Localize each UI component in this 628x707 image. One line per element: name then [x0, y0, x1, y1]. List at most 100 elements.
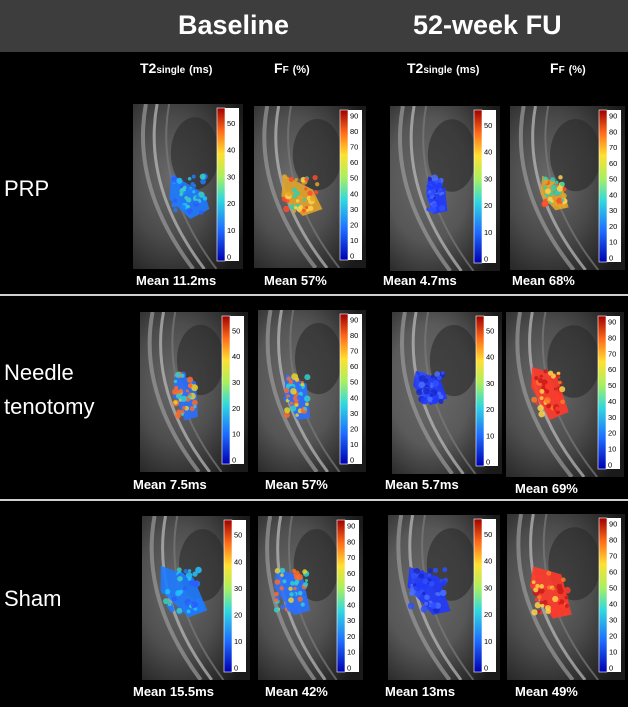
- colorbar-tick-label: 70: [350, 347, 358, 356]
- overlay-speckle: [173, 379, 178, 384]
- overlay-speckle: [547, 392, 553, 398]
- overlay-speckle: [273, 607, 280, 613]
- overlay-speckle: [171, 203, 175, 208]
- mean-label: Mean 57%: [265, 477, 328, 492]
- colorbar-tick-label: 60: [347, 569, 355, 578]
- overlay-speckle: [556, 371, 561, 376]
- mri-panel: 50 40 30 20 10 0: [140, 312, 248, 472]
- overlay-speckle: [173, 198, 178, 203]
- colorbar-label-strip: [232, 520, 246, 672]
- overlay-speckle: [182, 406, 186, 410]
- colorbar-tick-label: 60: [609, 159, 617, 168]
- overlay-speckle: [418, 381, 426, 388]
- overlay-speckle: [542, 599, 548, 605]
- colorbar-tick-label: 70: [609, 143, 617, 152]
- colorbar-tick-label: 0: [609, 254, 613, 263]
- overlay-speckle: [560, 399, 565, 405]
- overlay-speckle: [531, 609, 538, 616]
- overlay-speckle: [427, 568, 433, 574]
- overlay-speckle: [544, 396, 551, 404]
- anatomy-contour: [531, 106, 587, 270]
- overlay-speckle: [552, 595, 559, 603]
- colorbar-tick-label: 80: [609, 127, 617, 136]
- overlay-speckle: [186, 204, 190, 209]
- overlay-speckle: [287, 396, 291, 401]
- colorbar-tick-label: 30: [484, 583, 492, 592]
- overlay-speckle: [304, 395, 311, 402]
- colorbar-tick-label: 10: [350, 440, 358, 449]
- colorbar-tick-label: 80: [608, 333, 616, 342]
- overlay-speckle: [550, 199, 554, 203]
- overlay-speckle: [424, 601, 429, 606]
- colorbar-tick-label: 20: [234, 610, 242, 619]
- overlay-speckle: [564, 603, 569, 608]
- colorbar-tick-label: 0: [347, 664, 351, 673]
- overlay-speckle: [295, 199, 300, 203]
- overlay-speckle: [305, 402, 309, 407]
- overlay-speckle: [556, 185, 563, 192]
- baseline-heading: Baseline: [178, 10, 290, 40]
- overlay-speckle: [195, 195, 200, 200]
- overlay-speckle: [538, 410, 545, 418]
- overlay-speckle: [180, 395, 187, 402]
- mri-panel: 90 80 70 60 50 40 30 20 10 0: [258, 516, 363, 680]
- overlay-speckle: [557, 610, 562, 615]
- colorbar-tick-label: 30: [484, 174, 492, 183]
- overlay-speckle: [274, 598, 279, 603]
- mri-panel: 90 80 70 60 50 40 30 20 10 0: [506, 312, 624, 477]
- overlay-speckle: [543, 179, 549, 185]
- overlay-speckle: [187, 208, 193, 215]
- overlay-speckle: [443, 187, 447, 191]
- colorbar-tick-label: 20: [609, 222, 617, 231]
- colorbar-tick-label: 30: [227, 172, 235, 181]
- colorbar-tick-label: 20: [484, 610, 492, 619]
- overlay-speckle: [534, 597, 539, 602]
- overlay-speckle: [286, 191, 292, 197]
- colorbar-tick-label: 0: [234, 664, 238, 673]
- overlay-speckle: [546, 570, 552, 576]
- anatomy-shadow: [550, 119, 601, 192]
- overlay-speckle: [427, 573, 431, 577]
- overlay-speckle: [536, 609, 541, 614]
- mri-panel: 50 40 30 20 10 0: [392, 312, 502, 474]
- colorbar-tick-label: 60: [350, 362, 358, 371]
- overlay-speckle: [557, 203, 563, 208]
- overlay-speckle: [274, 579, 281, 585]
- overlay-speckle: [557, 390, 562, 396]
- colorbar-tick-label: 40: [350, 393, 358, 402]
- colorbar: [221, 315, 231, 465]
- colorbar-label-strip: [345, 520, 359, 672]
- anatomy-contour: [262, 106, 318, 268]
- colorbar-tick-label: 80: [350, 331, 358, 340]
- colorbar-tick-label: 10: [484, 228, 492, 237]
- colorbar: [475, 315, 485, 467]
- overlay-speckle: [187, 569, 192, 573]
- overlay-speckle: [288, 586, 293, 591]
- overlay-speckle: [553, 190, 560, 196]
- anatomy-contour: [515, 312, 574, 477]
- colorbar-tick-label: 40: [484, 557, 492, 566]
- colorbar-tick-label: 50: [484, 121, 492, 130]
- colorbar-tick-label: 0: [484, 664, 488, 673]
- overlay-speckle: [550, 184, 558, 192]
- colorbar-tick-label: 90: [350, 316, 358, 325]
- overlay-speckle: [282, 192, 287, 196]
- overlay-speckle: [442, 567, 448, 573]
- overlay-speckle: [562, 186, 567, 192]
- colorbar-tick-label: 10: [232, 430, 240, 439]
- overlay-speckle: [426, 396, 433, 403]
- overlay-speckle: [540, 603, 545, 608]
- overlay-speckle: [187, 176, 192, 181]
- colorbar-tick-label: 20: [486, 405, 494, 414]
- overlay-speckle: [295, 413, 299, 417]
- overlay-speckle: [290, 405, 297, 412]
- overlay-speckle: [427, 382, 431, 386]
- anatomy-shadow: [170, 117, 219, 190]
- overlay-speckle: [304, 205, 309, 210]
- overlay-speckle: [296, 206, 302, 212]
- row-divider: [0, 294, 628, 296]
- overlay-speckle: [186, 187, 193, 194]
- colorbar-tick-label: 50: [232, 326, 240, 335]
- colorbar-tick-label: 10: [608, 445, 616, 454]
- colorbar: [473, 109, 483, 264]
